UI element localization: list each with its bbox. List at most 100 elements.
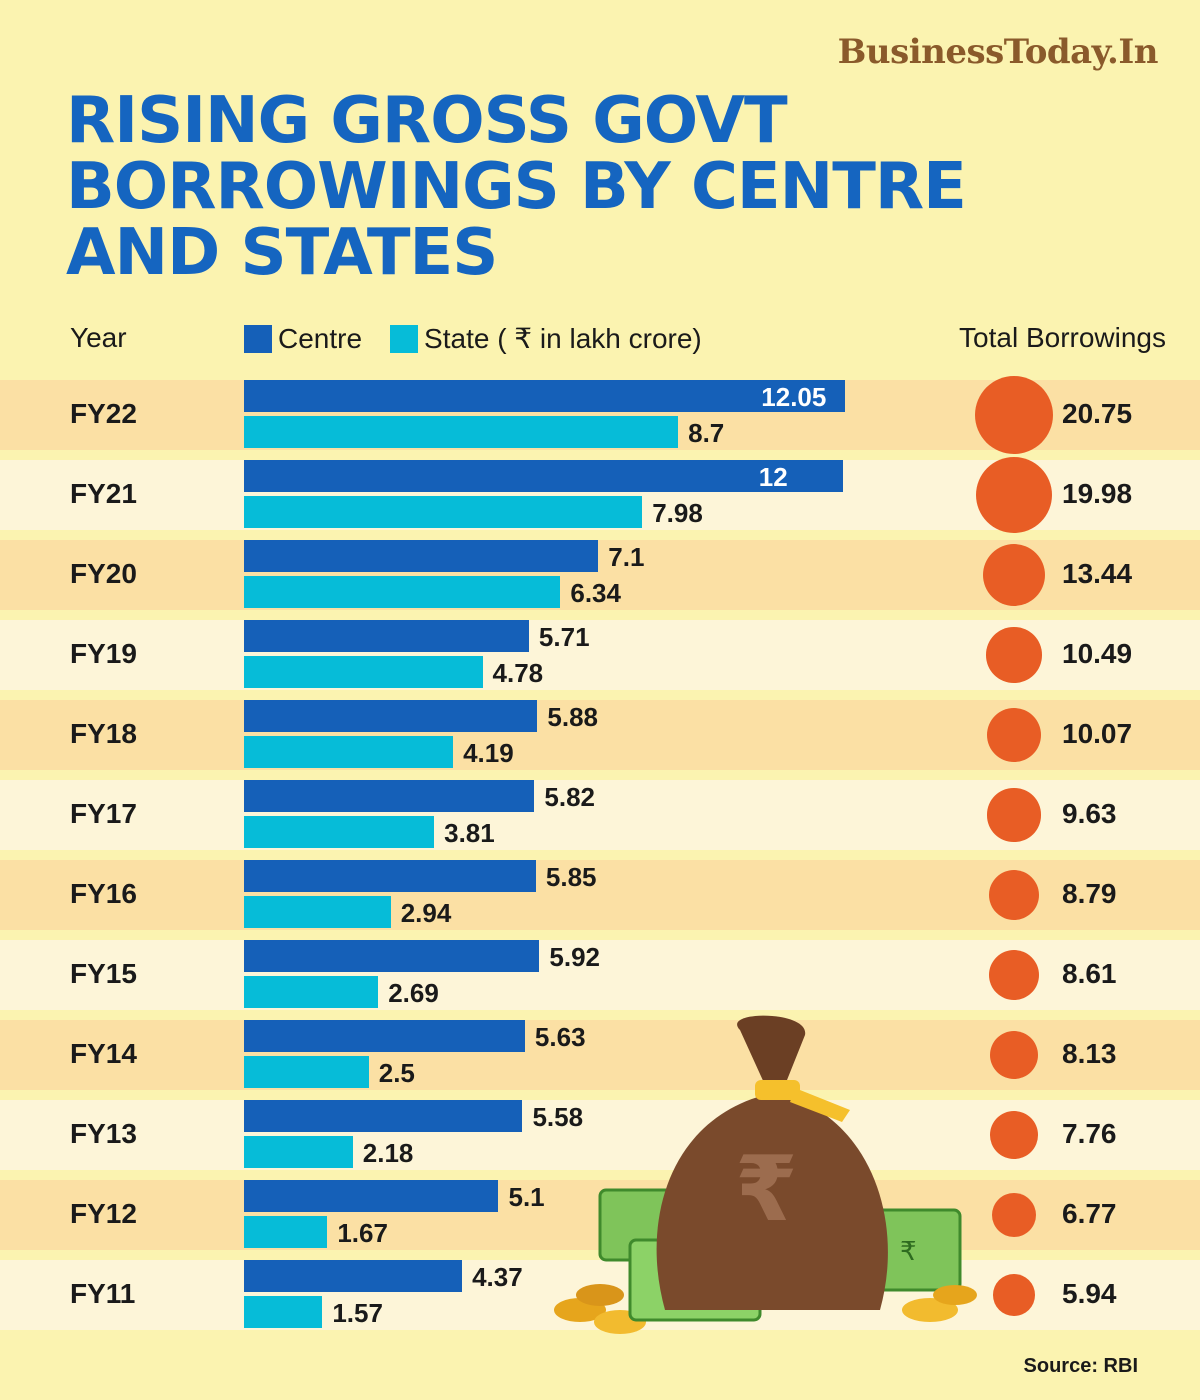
total-bubble — [993, 1274, 1035, 1316]
centre-bar — [244, 380, 846, 412]
year-label: FY12 — [70, 1198, 137, 1229]
state-legend-label: State ( ₹ in lakh crore) — [424, 323, 702, 354]
svg-text:₹: ₹ — [735, 1137, 798, 1242]
state-bar — [244, 1056, 369, 1088]
year-label: FY16 — [70, 878, 137, 909]
centre-value-label: 5.85 — [545, 862, 597, 892]
centre-bar — [244, 1020, 525, 1052]
centre-bar — [244, 620, 529, 652]
state-legend-swatch — [390, 324, 419, 353]
state-value-label: 7.98 — [652, 498, 703, 528]
centre-value-label: 5.58 — [532, 1102, 584, 1132]
chart-row: FY15 5.92 2.69 8.61 — [0, 940, 1200, 1010]
state-value-label: 6.34 — [570, 578, 621, 608]
centre-value-label: 4.37 — [472, 1262, 523, 1292]
state-bar — [244, 1216, 328, 1248]
total-bubble — [988, 949, 1040, 1001]
state-bar — [244, 1296, 323, 1328]
year-label: FY22 — [70, 398, 137, 429]
brand-logo: BusinessToday.In — [837, 32, 1159, 72]
year-label: FY11 — [70, 1278, 136, 1309]
total-value-label: 6.77 — [1062, 1198, 1117, 1229]
state-value-label: 2.69 — [388, 978, 439, 1008]
total-value-label: 8.79 — [1062, 878, 1117, 909]
year-label: FY17 — [70, 798, 137, 829]
state-bar — [244, 976, 379, 1008]
total-column-header: Total Borrowings — [959, 322, 1166, 353]
state-bar — [244, 656, 483, 688]
centre-bar — [244, 940, 540, 972]
chart-row: FY14 5.63 2.5 8.13 — [0, 1020, 1200, 1090]
total-bubble — [982, 543, 1046, 607]
total-value-label: 8.13 — [1062, 1038, 1117, 1069]
total-bubble — [986, 627, 1042, 683]
coins-right — [902, 1285, 977, 1322]
state-value-label: 4.78 — [492, 658, 544, 688]
chart-title: RISING GROSS GOVT BORROWINGS BY CENTRE A… — [66, 84, 967, 290]
year-label: FY20 — [70, 558, 137, 589]
chart-row: FY22 12.05 8.7 20.75 — [0, 376, 1200, 454]
year-label: FY18 — [70, 718, 137, 749]
chart-row: FY18 5.88 4.19 10.07 — [0, 700, 1200, 770]
chart-row: FY16 5.85 2.94 8.79 — [0, 860, 1200, 930]
total-value-label: 13.44 — [1062, 558, 1133, 589]
total-bubble — [989, 1030, 1039, 1080]
centre-bar — [244, 780, 535, 812]
centre-bar — [244, 1180, 499, 1212]
total-bubble — [975, 456, 1053, 534]
state-bar — [244, 416, 679, 448]
centre-value-label: 5.71 — [538, 622, 590, 652]
centre-value-label: 5.88 — [547, 702, 599, 732]
svg-text:₹: ₹ — [900, 1237, 917, 1267]
legend: Centre State ( ₹ in lakh crore) — [244, 322, 702, 355]
state-value-label: 3.81 — [444, 818, 495, 848]
centre-bar — [244, 540, 599, 572]
centre-value-label: 5.82 — [544, 782, 596, 812]
total-value-label: 9.63 — [1062, 798, 1117, 829]
state-bar — [244, 736, 454, 768]
centre-value-label: 5.63 — [534, 1022, 586, 1052]
total-value-label: 5.94 — [1062, 1278, 1117, 1309]
chart-row: FY21 12 7.98 19.98 — [0, 456, 1200, 534]
year-column-header: Year — [70, 322, 127, 353]
total-bubble — [990, 1111, 1038, 1159]
total-bubble — [975, 376, 1053, 454]
chart-row: FY20 7.1 6.34 13.44 — [0, 540, 1200, 610]
centre-value-label: 12 — [758, 462, 788, 492]
total-bubble — [991, 1192, 1037, 1238]
year-label: FY14 — [70, 1038, 137, 1069]
total-value-label: 10.49 — [1062, 638, 1133, 669]
total-value-label: 7.76 — [1062, 1118, 1117, 1149]
centre-bar — [244, 460, 843, 492]
total-value-label: 20.75 — [1062, 398, 1133, 429]
money-bag-illustration: ₹ ₹ ₹ — [554, 1015, 977, 1334]
year-label: FY15 — [70, 958, 137, 989]
year-label: FY13 — [70, 1118, 137, 1149]
coins-left — [554, 1284, 646, 1334]
centre-value-label: 5.1 — [508, 1182, 545, 1212]
centre-bar — [244, 1100, 523, 1132]
centre-value-label: 5.92 — [549, 942, 601, 972]
state-value-label: 8.7 — [688, 418, 725, 448]
state-bar — [244, 816, 435, 848]
chart-row: FY19 5.71 4.78 10.49 — [0, 620, 1200, 690]
state-value-label: 1.57 — [332, 1298, 383, 1328]
chart-row: FY13 5.58 2.18 7.76 — [0, 1100, 1200, 1170]
total-value-label: 10.07 — [1062, 718, 1133, 749]
total-bubble — [986, 707, 1042, 763]
total-value-label: 19.98 — [1062, 478, 1133, 509]
centre-value-label: 12.05 — [761, 382, 827, 412]
chart-row: FY17 5.82 3.81 9.63 — [0, 780, 1200, 850]
state-bar — [244, 1136, 353, 1168]
centre-bar — [244, 860, 536, 892]
total-value-label: 8.61 — [1062, 958, 1117, 989]
state-value-label: 2.5 — [378, 1058, 415, 1088]
year-label: FY21 — [70, 478, 137, 509]
state-value-label: 2.18 — [362, 1138, 414, 1168]
state-bar — [244, 496, 643, 528]
centre-value-label: 7.1 — [608, 542, 645, 572]
centre-bar — [244, 1260, 463, 1292]
centre-legend-label: Centre — [278, 322, 363, 354]
bag-body: ₹ — [656, 1015, 888, 1310]
centre-bar — [244, 700, 538, 732]
